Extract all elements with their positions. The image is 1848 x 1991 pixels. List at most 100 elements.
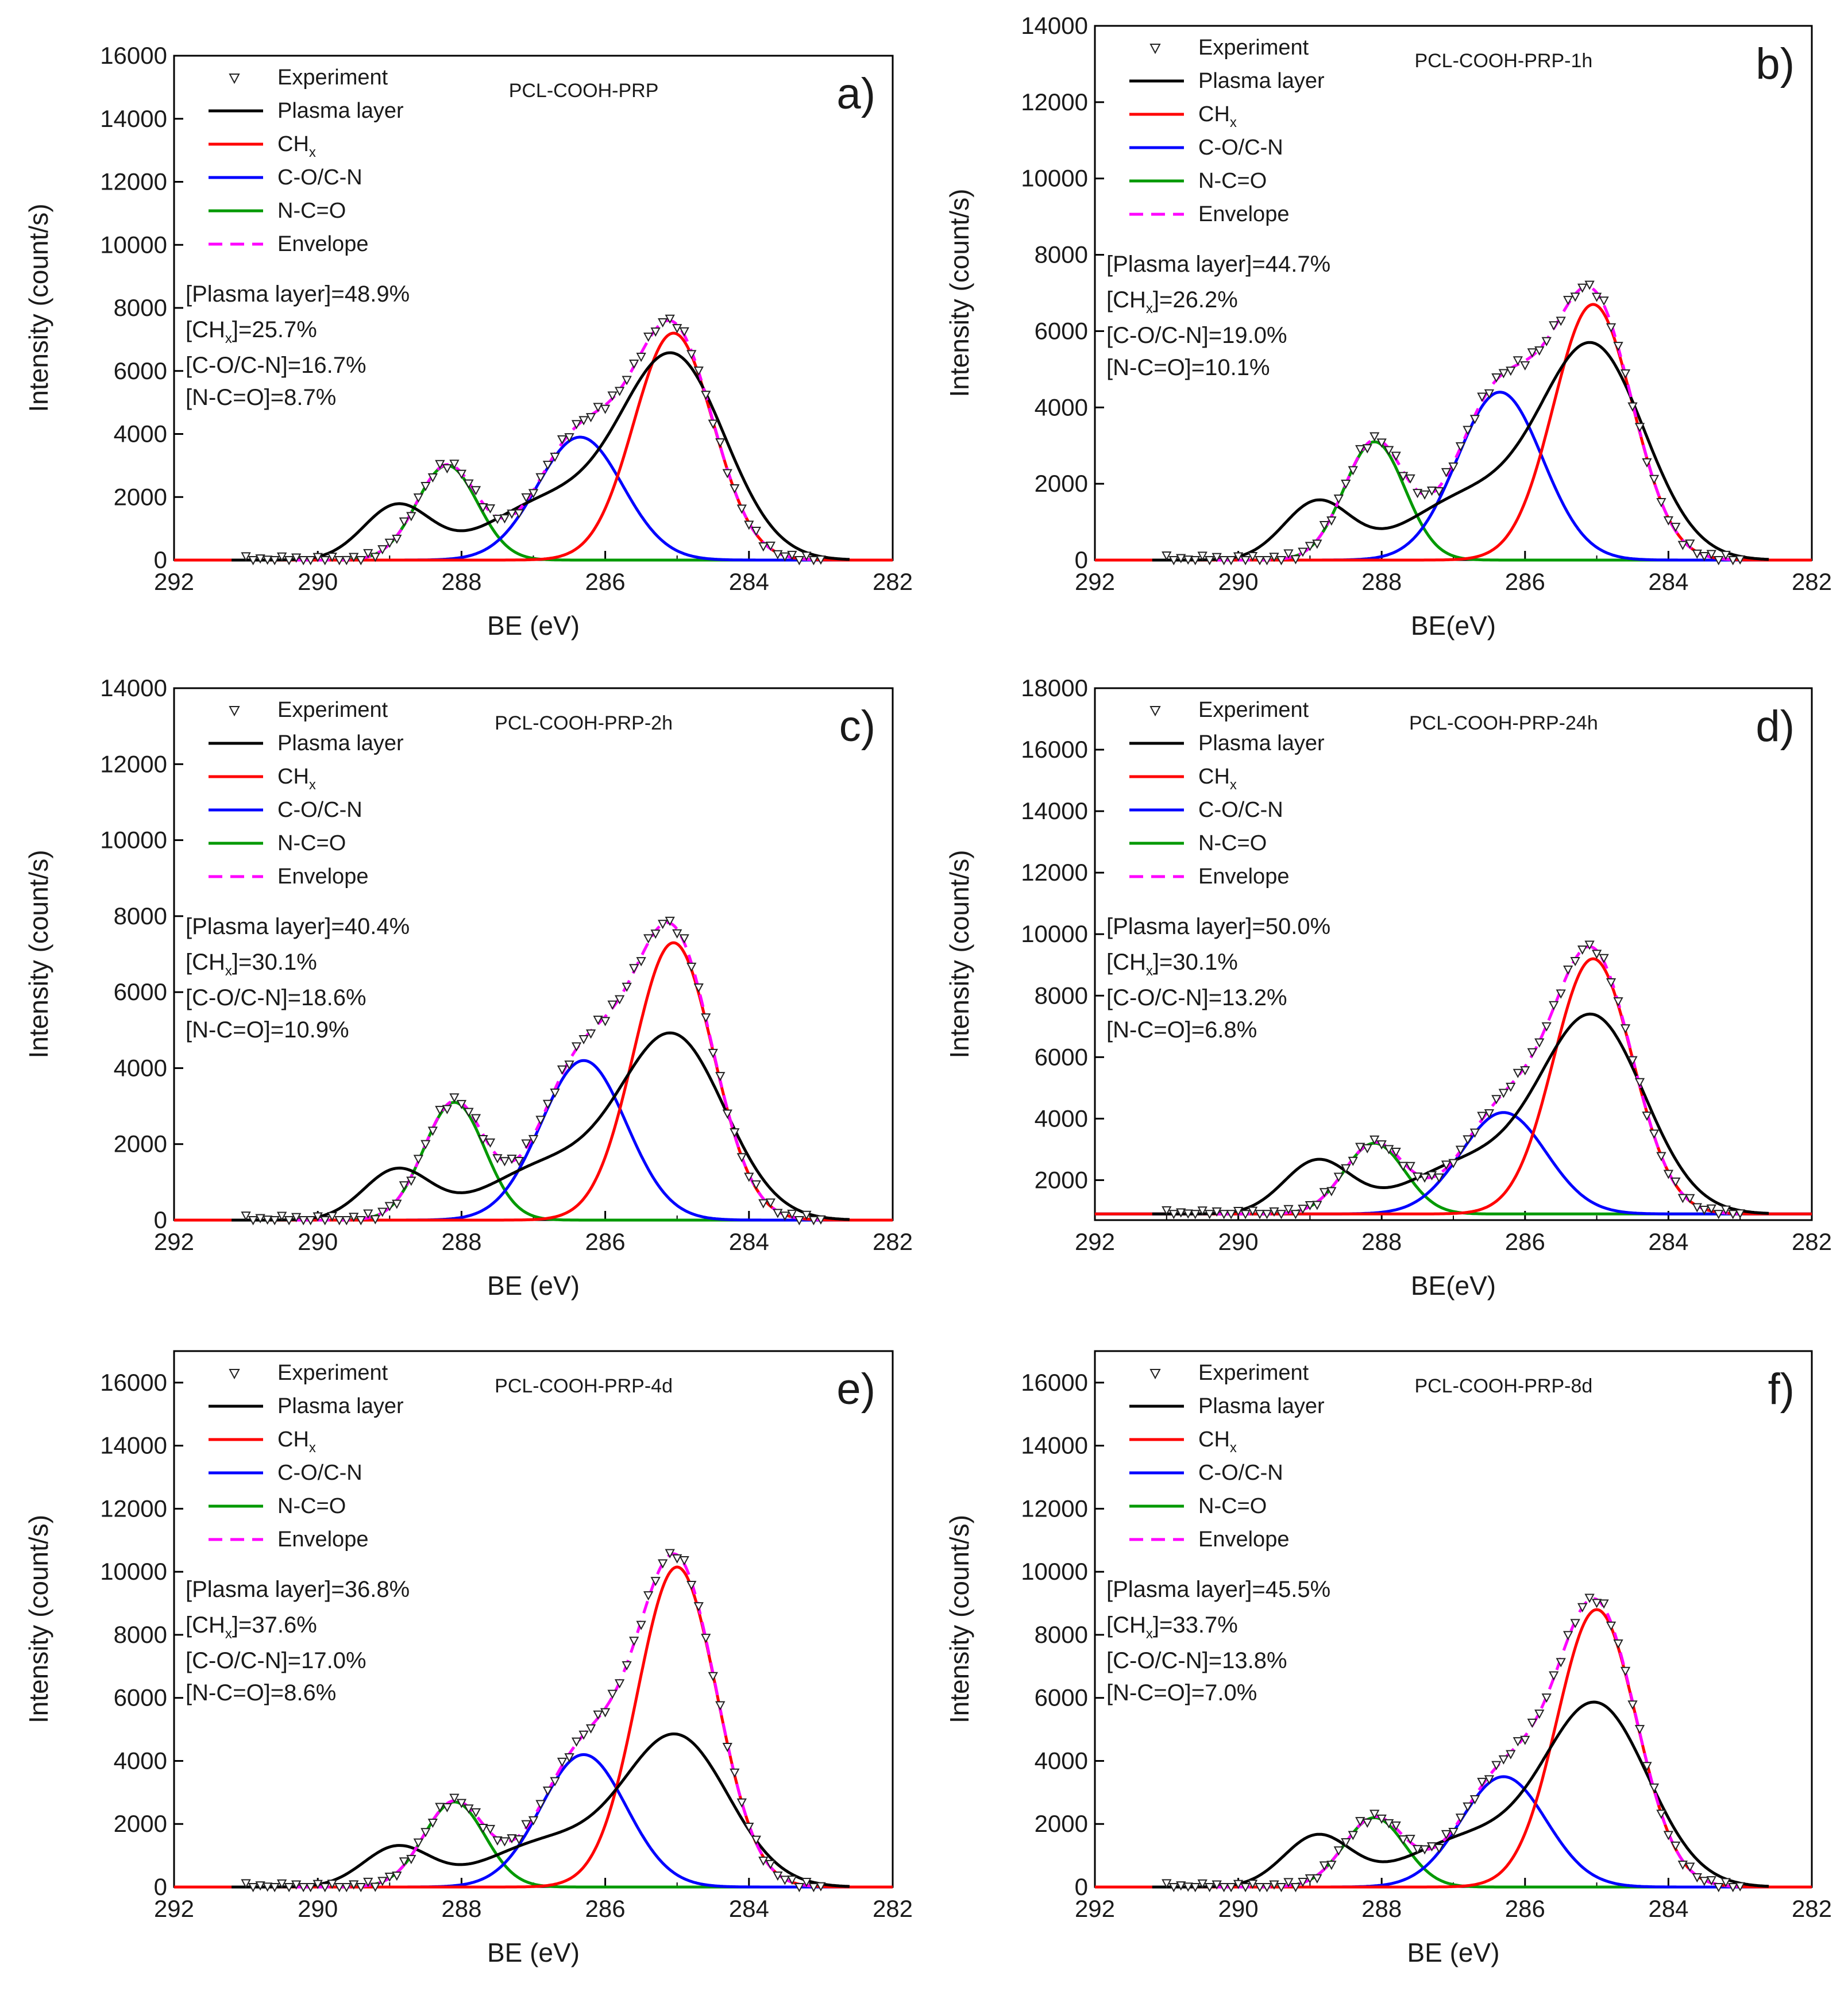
chx-fraction: [CHx]=33.7%: [1106, 1612, 1238, 1642]
y-tick-label: 6000: [1035, 1684, 1088, 1711]
plot-frame: [173, 55, 894, 561]
experiment-point: [499, 514, 510, 524]
x-tick-label: 282: [1792, 1895, 1832, 1922]
x-tick-label: 292: [1075, 568, 1115, 595]
experiment-point: [1714, 1883, 1724, 1893]
experiment-point: [1491, 1095, 1502, 1105]
experiment-point: [406, 1176, 416, 1186]
y-tick-label: 2000: [114, 1130, 167, 1157]
experiment-point: [1305, 1201, 1315, 1211]
experiment-point: [801, 551, 812, 561]
legend-label-chx_base: CHx: [277, 765, 316, 793]
experiment-point: [808, 1883, 819, 1893]
experiment-point: [1627, 402, 1638, 412]
experiment-point: [1261, 1210, 1272, 1220]
n-c-o-curve: [174, 464, 893, 562]
experiment-point: [1261, 556, 1272, 566]
x-tick-label: 292: [154, 568, 194, 595]
nco-fraction: [N-C=O]=6.8%: [1106, 1017, 1257, 1043]
experiment-point: [801, 1878, 812, 1888]
y-tick-label: 12000: [100, 168, 167, 195]
legend-label-chx_base: CHx: [1198, 102, 1237, 130]
experiment-point: [593, 1710, 603, 1720]
experiment-point: [420, 1828, 431, 1838]
x-tick-label: 282: [1792, 1228, 1832, 1255]
x-tick-label: 286: [1505, 1228, 1545, 1255]
experiment-point: [1240, 556, 1251, 566]
experiment-point: [449, 1793, 460, 1803]
experiment-point: [1556, 989, 1566, 999]
experiment-point: [1183, 555, 1193, 565]
experiment-point: [643, 1591, 654, 1601]
experiment-point: [478, 503, 488, 513]
y-tick-label: 14000: [100, 1432, 167, 1459]
legend-label-experiment: Experiment: [1198, 698, 1309, 722]
experiment-point: [1298, 547, 1308, 557]
experiment-point: [751, 1180, 761, 1190]
experiment-point: [1426, 486, 1437, 496]
legend-label-envelope: Envelope: [277, 232, 368, 256]
y-axis-label: Intensity (count/s): [24, 850, 53, 1058]
legend-subscript: x: [1230, 1440, 1237, 1456]
experiment-point: [312, 1880, 323, 1889]
experiment-point: [1627, 1056, 1638, 1066]
x-tick-label: 288: [1361, 1228, 1402, 1255]
experiment-point: [1312, 1201, 1322, 1210]
plasma-layer-curve: [1152, 1700, 1769, 1889]
experiment-point: [1491, 373, 1502, 383]
experiment-point: [1484, 389, 1495, 399]
experiment-point: [1549, 1001, 1559, 1010]
experiment-point: [1226, 556, 1236, 566]
nco-fraction: [N-C=O]=7.0%: [1106, 1680, 1257, 1706]
x-tick-label: 292: [1075, 1895, 1115, 1922]
experiment-point: [1326, 516, 1337, 526]
experiment-point: [269, 1883, 280, 1893]
experiment-point: [622, 1661, 632, 1670]
experiment-point: [557, 1065, 568, 1075]
coc-fraction: [C-O/C-N]=16.7%: [186, 353, 366, 378]
experiment-point: [1412, 1172, 1423, 1182]
legend-marker-experiment: [1149, 1369, 1161, 1380]
experiment-point: [1376, 1140, 1387, 1150]
plasma-layer-curve: [232, 1031, 850, 1222]
experiment-point: [1599, 1599, 1609, 1609]
experiment-point: [349, 1880, 359, 1890]
experiment-point: [636, 353, 646, 362]
nco-fraction: [N-C=O]=10.1%: [1106, 355, 1270, 380]
x-tick-label: 284: [729, 568, 769, 595]
sample-name: PCL-COOH-PRP-2h: [495, 712, 673, 734]
chx-fraction-post: ]=30.1%: [1153, 950, 1238, 975]
experiment-point: [1455, 1813, 1466, 1823]
experiment-point: [427, 473, 438, 483]
experiment-point: [413, 1155, 424, 1164]
experiment-point: [1570, 1619, 1580, 1629]
x-tick-label: 290: [298, 1895, 338, 1922]
legend-label-nco: N-C=O: [1198, 1494, 1267, 1518]
experiment-point: [1168, 1210, 1179, 1220]
experiment-point: [363, 1877, 373, 1887]
panel-e: 292 290 288 286 284 282 0 2000 4000 6000 8000 10000…: [24, 1350, 913, 1967]
experiment-point: [420, 1140, 431, 1149]
panel-label: e): [836, 1365, 875, 1414]
nco-fraction: [N-C=O]=8.6%: [186, 1680, 336, 1706]
experiment-point: [535, 1800, 546, 1809]
y-axis-label: Intensity (count/s): [24, 203, 53, 412]
sample-name: PCL-COOH-PRP-8d: [1414, 1375, 1592, 1397]
experiment-point: [1570, 292, 1580, 302]
experiment-point: [1362, 444, 1372, 454]
experiment-point: [1613, 1639, 1623, 1649]
experiment-point: [399, 1181, 409, 1191]
y-tick-label: 10000: [1021, 920, 1088, 947]
experiment-point: [1283, 549, 1294, 559]
experiment-point: [1176, 554, 1186, 564]
experiment-point: [435, 460, 445, 469]
y-axis-label: Intensity (count/s): [24, 1515, 53, 1723]
experiment-point: [1369, 432, 1380, 442]
experiment-point: [773, 550, 783, 560]
experiment-point: [276, 552, 287, 562]
experiment-point: [1527, 348, 1537, 358]
experiment-point: [1455, 442, 1466, 452]
experiment-point: [1376, 438, 1387, 448]
experiment-point: [356, 1883, 366, 1893]
experiment-point: [780, 1211, 790, 1221]
